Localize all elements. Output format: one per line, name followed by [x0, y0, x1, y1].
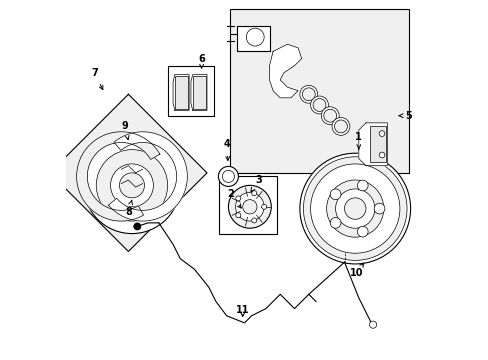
Circle shape [261, 204, 266, 209]
Circle shape [329, 217, 340, 228]
Circle shape [299, 85, 317, 103]
Circle shape [378, 152, 384, 158]
Circle shape [310, 164, 399, 253]
Polygon shape [358, 123, 386, 166]
Bar [167, 66, 214, 116]
Circle shape [378, 131, 384, 136]
Circle shape [299, 153, 410, 264]
Circle shape [251, 191, 256, 196]
Text: 3: 3 [250, 175, 262, 192]
Circle shape [357, 180, 367, 191]
Circle shape [96, 150, 167, 221]
Circle shape [83, 137, 180, 234]
Circle shape [228, 185, 271, 228]
Text: 6: 6 [198, 54, 204, 68]
Circle shape [302, 88, 315, 101]
Polygon shape [77, 132, 160, 221]
Bar [219, 176, 276, 234]
Polygon shape [190, 75, 206, 111]
Circle shape [222, 170, 234, 183]
Circle shape [134, 223, 141, 230]
Text: 5: 5 [398, 111, 411, 121]
Bar [175, 76, 188, 109]
Circle shape [246, 28, 264, 46]
Circle shape [334, 120, 346, 133]
Bar [230, 9, 408, 173]
Circle shape [344, 198, 365, 219]
Text: 11: 11 [236, 305, 249, 316]
Text: 2: 2 [226, 189, 241, 208]
Circle shape [369, 321, 376, 328]
Circle shape [235, 196, 240, 201]
Circle shape [218, 166, 238, 186]
Text: 7: 7 [91, 68, 102, 90]
Circle shape [323, 109, 336, 122]
Circle shape [310, 96, 328, 114]
Circle shape [312, 99, 325, 111]
Text: 10: 10 [349, 263, 363, 278]
Circle shape [303, 157, 406, 260]
Bar [192, 76, 206, 109]
Text: 4: 4 [223, 139, 229, 161]
Polygon shape [108, 132, 187, 221]
Circle shape [335, 189, 374, 228]
Polygon shape [173, 75, 189, 111]
Circle shape [242, 200, 257, 214]
Circle shape [321, 107, 339, 125]
Circle shape [373, 203, 384, 214]
Circle shape [357, 226, 367, 237]
Circle shape [235, 193, 264, 221]
Circle shape [326, 180, 383, 237]
Circle shape [110, 164, 153, 207]
Polygon shape [50, 94, 206, 251]
Bar [237, 26, 269, 51]
Circle shape [331, 117, 349, 135]
Bar [369, 126, 385, 162]
Circle shape [329, 189, 340, 200]
Circle shape [235, 213, 240, 218]
Text: 8: 8 [125, 200, 132, 217]
Polygon shape [269, 44, 301, 98]
Circle shape [119, 173, 144, 198]
Text: 9: 9 [121, 121, 129, 140]
Circle shape [251, 218, 256, 223]
Text: 1: 1 [355, 132, 362, 149]
